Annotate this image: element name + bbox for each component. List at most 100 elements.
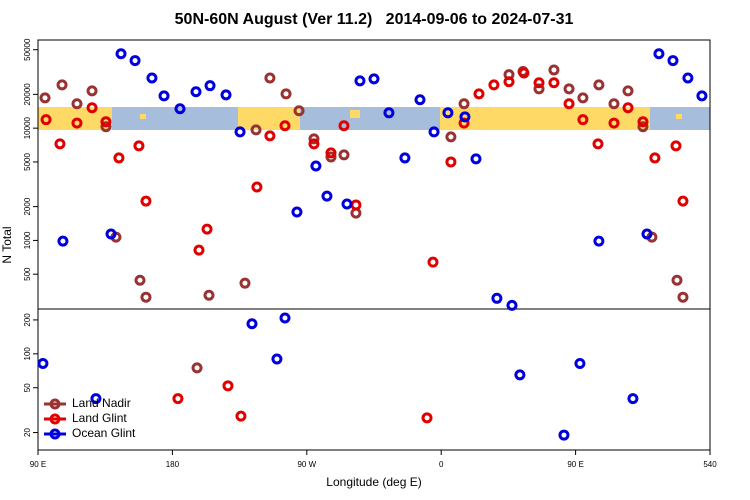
point xyxy=(548,77,560,89)
point xyxy=(172,393,184,405)
point xyxy=(563,98,575,110)
point xyxy=(264,130,276,142)
point xyxy=(533,77,545,89)
legend-label: Land Glint xyxy=(72,411,127,425)
point xyxy=(399,152,411,164)
point xyxy=(548,64,560,76)
land-bit xyxy=(350,110,360,118)
point xyxy=(383,107,395,119)
y-tick-label: 50000 xyxy=(23,38,32,61)
point xyxy=(593,235,605,247)
legend-label: Ocean Glint xyxy=(72,426,136,440)
point xyxy=(518,67,530,79)
y-tick-label: 1000 xyxy=(23,231,32,249)
point xyxy=(470,153,482,165)
point xyxy=(308,138,320,150)
point xyxy=(293,105,305,117)
point xyxy=(203,289,215,301)
point xyxy=(574,358,586,370)
y-tick-label: 10000 xyxy=(23,116,32,139)
point xyxy=(191,362,203,374)
point xyxy=(677,195,689,207)
point xyxy=(190,86,202,98)
point xyxy=(310,160,322,172)
point xyxy=(458,98,470,110)
point xyxy=(428,126,440,138)
legend-marker xyxy=(49,413,61,425)
point xyxy=(158,90,170,102)
point xyxy=(251,181,263,193)
point xyxy=(100,116,112,128)
point xyxy=(696,90,708,102)
point xyxy=(338,149,350,161)
point xyxy=(193,244,205,256)
point xyxy=(563,83,575,95)
point xyxy=(133,140,145,152)
point xyxy=(90,393,102,405)
point xyxy=(40,114,52,126)
legend-marker xyxy=(49,428,61,440)
point xyxy=(100,121,112,133)
point xyxy=(653,48,665,60)
point xyxy=(338,120,350,132)
point xyxy=(246,318,258,330)
x-tick-label: 540 xyxy=(703,460,717,469)
point xyxy=(264,72,276,84)
point xyxy=(291,206,303,218)
point xyxy=(577,114,589,126)
x-tick-label: 180 xyxy=(166,460,180,469)
point xyxy=(129,55,141,67)
point xyxy=(86,85,98,97)
point xyxy=(682,72,694,84)
point xyxy=(491,292,503,304)
point xyxy=(146,72,158,84)
point xyxy=(354,75,366,87)
point xyxy=(442,107,454,119)
point xyxy=(350,199,362,211)
point xyxy=(54,138,66,150)
point xyxy=(140,195,152,207)
point xyxy=(39,92,51,104)
point xyxy=(421,412,433,424)
y-tick-label: 5000 xyxy=(23,153,32,171)
point xyxy=(204,80,216,92)
legend-label: Land Nadir xyxy=(72,396,131,410)
y-tick-label: 200 xyxy=(23,313,32,327)
point xyxy=(134,274,146,286)
point xyxy=(71,98,83,110)
point xyxy=(341,198,353,210)
point xyxy=(671,274,683,286)
point xyxy=(321,190,333,202)
point xyxy=(71,117,83,129)
point xyxy=(637,116,649,128)
point xyxy=(592,138,604,150)
point xyxy=(670,140,682,152)
point xyxy=(622,102,634,114)
point xyxy=(105,228,117,240)
y-axis-label: N Total xyxy=(0,226,14,263)
point xyxy=(445,131,457,143)
y-tick-label: 2000 xyxy=(23,197,32,215)
x-axis-label: Longitude (deg E) xyxy=(326,475,421,489)
point xyxy=(201,223,213,235)
point xyxy=(445,156,457,168)
point xyxy=(427,256,439,268)
point xyxy=(641,228,653,240)
land-bit xyxy=(140,114,146,119)
point xyxy=(234,126,246,138)
point xyxy=(308,133,320,145)
point xyxy=(488,79,500,91)
point xyxy=(533,83,545,95)
legend-marker xyxy=(49,398,61,410)
point xyxy=(140,291,152,303)
point xyxy=(115,48,127,60)
point xyxy=(458,117,470,129)
point xyxy=(649,152,661,164)
point xyxy=(558,429,570,441)
point xyxy=(37,358,49,370)
point xyxy=(279,312,291,324)
ocean-band xyxy=(300,107,440,130)
point xyxy=(239,277,251,289)
x-tick-label: 90 E xyxy=(30,460,46,469)
point xyxy=(57,235,69,247)
